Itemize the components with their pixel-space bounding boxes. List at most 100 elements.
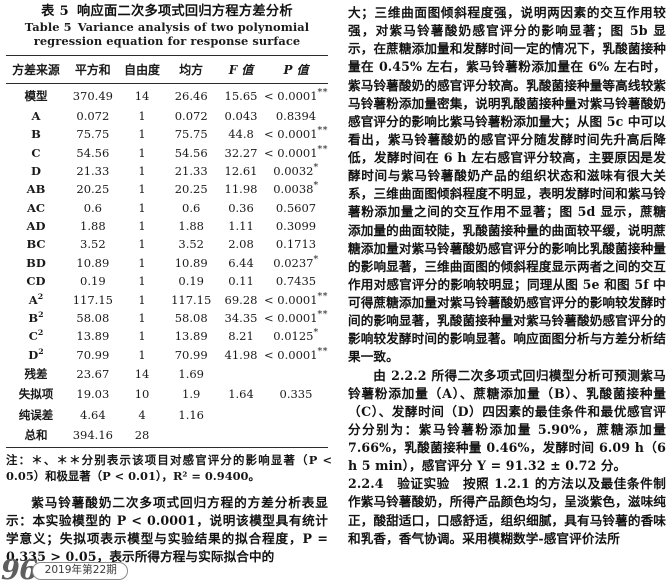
cell-source: A2 [28, 291, 44, 307]
cell-df: 1 [138, 347, 146, 362]
cell-source: AC [26, 200, 46, 215]
paragraph: 紫马铃薯酸奶二次多项式回归方程的方差分析表显示：本实验模型的 P < 0.000… [6, 494, 328, 564]
cell-p-value: 0.0125* [273, 327, 319, 344]
cell-mean-square: 1.9 [182, 387, 201, 402]
cell-mean-square: 21.33 [174, 163, 208, 178]
cell-sum-squares: 58.08 [76, 310, 110, 325]
significance-marker: * [313, 180, 319, 192]
table-row: 失拟项 19.03 10 1.9 1.64 0.335 [6, 384, 328, 404]
cell-p-value: 0.3099 [275, 219, 317, 234]
cell-sum-squares: 0.6 [83, 200, 102, 215]
cell-p-value: < 0.0001** [264, 290, 328, 307]
cell-f-value: 12.61 [224, 163, 258, 178]
cell-sum-squares: 370.49 [72, 89, 113, 104]
table-row: C2 13.89 1 13.89 8.21 0.0125* [6, 327, 328, 345]
paragraph: 2.2.4 验证实验 按照 1.2.1 的方法以及最佳条件制作紫马铃薯酸奶，所得… [348, 476, 666, 546]
significance-marker: * [313, 162, 319, 174]
table-row: 总和 394.16 28 [6, 425, 328, 448]
cell-source: AD [26, 219, 46, 234]
cell-p-value: 0.7435 [275, 274, 317, 289]
significance-marker: ** [317, 290, 328, 302]
table-footnote: 注：＊、＊＊分别表示该项目对感官评分的影响显著（P < 0.05）和极显著（P … [6, 453, 332, 484]
cell-p-value: < 0.0001** [264, 345, 328, 362]
table-caption-chinese: 表 5 响应面二次多项式回归方程方差分析 [6, 4, 328, 20]
cell-f-value: 0.11 [228, 274, 254, 289]
page-footer: 96 2019年第22期 [0, 553, 128, 584]
cell-source: D [30, 163, 41, 178]
significance-marker: ** [317, 345, 328, 357]
significance-marker: ** [317, 87, 328, 99]
cell-df: 10 [134, 387, 150, 402]
cell-sum-squares: 394.16 [72, 428, 113, 443]
cell-df: 1 [138, 200, 146, 215]
cell-f-value: 44.8 [228, 127, 254, 142]
cell-sum-squares: 75.75 [76, 127, 110, 142]
cell-f-value: 8.21 [228, 329, 254, 344]
cell-p-value: 0.335 [279, 387, 313, 402]
cell-source: C2 [28, 328, 44, 344]
cell-mean-square: 0.072 [174, 108, 208, 123]
cell-mean-square: 13.89 [174, 329, 208, 344]
cell-p-value [264, 405, 328, 425]
cell-p-value: 0.0237* [273, 254, 319, 270]
cell-sum-squares: 21.33 [76, 163, 110, 178]
cell-p-value [264, 425, 328, 448]
cell-p-value: 0.1713 [275, 237, 317, 252]
cell-p-value [264, 364, 328, 384]
cell-df: 1 [138, 329, 146, 344]
cell-f-value: 32.27 [224, 145, 258, 160]
cell-source: A [31, 108, 41, 123]
cell-mean-square: 1.16 [178, 407, 204, 422]
cell-source: B2 [28, 310, 44, 325]
table-row: A2 117.15 1 117.15 69.28 < 0.0001** [6, 290, 328, 308]
cell-source: 模型 [24, 89, 48, 104]
cell-sum-squares: 10.89 [76, 255, 110, 270]
table-head: 方差来源 平方和 自由度 均方 F 值 P 值 [6, 55, 328, 84]
table-row: D 21.33 1 21.33 12.61 0.0032* [6, 162, 328, 180]
left-body-text: 紫马铃薯酸奶二次多项式回归方程的方差分析表显示：本实验模型的 P < 0.000… [6, 494, 328, 567]
cell-mean-square: 70.99 [174, 347, 208, 362]
cell-p-value: 0.8394 [275, 108, 317, 123]
cell-f-value [218, 364, 264, 384]
cell-f-value: 11.98 [224, 182, 258, 197]
cell-df: 14 [134, 367, 150, 382]
cell-mean-square: 1.88 [178, 219, 204, 234]
cell-mean-square: 0.19 [178, 274, 204, 289]
th-mean-square: 均方 [179, 63, 204, 78]
cell-sum-squares: 117.15 [72, 292, 113, 307]
cell-df: 1 [138, 274, 146, 289]
significance-marker: ** [317, 143, 328, 155]
cell-f-value: 2.08 [228, 237, 254, 252]
cell-mean-square: 1.69 [178, 367, 204, 382]
cell-f-value: 1.11 [228, 219, 254, 234]
th-source: 方差来源 [12, 63, 60, 78]
cell-sum-squares: 1.88 [80, 219, 106, 234]
th-df: 自由度 [124, 63, 160, 78]
table-row: B2 58.08 1 58.08 34.35 < 0.0001** [6, 309, 328, 327]
cell-p-value: 0.0032* [273, 162, 319, 178]
paragraph: 由 2.2.2 所得二次多项式回归模型分析可预测紫马铃薯粉添加量（A）、蔗糖添加… [348, 367, 666, 474]
cell-df: 1 [138, 310, 146, 325]
cell-sum-squares: 13.89 [76, 329, 110, 344]
table-body: 模型 370.49 14 26.46 15.65 < 0.0001** A 0.072 1 0.0… [6, 84, 328, 448]
cell-source: D2 [28, 346, 44, 362]
cell-df: 1 [138, 145, 146, 160]
superscript: 2 [38, 346, 44, 356]
cell-mean-square: 26.46 [174, 89, 208, 104]
cell-df: 1 [138, 127, 146, 142]
cell-source: B [31, 127, 41, 142]
cell-df: 1 [138, 108, 146, 123]
cell-sum-squares: 54.56 [76, 145, 110, 160]
right-column: 大；三维曲面图倾斜程度强，说明两因素的交互作用较强，对紫马铃薯酸奶感官评分的影响… [336, 0, 672, 585]
cell-df: 1 [138, 163, 146, 178]
cell-mean-square: 3.52 [178, 237, 204, 252]
cell-sum-squares: 4.64 [80, 407, 106, 422]
cell-f-value: 34.35 [224, 310, 258, 325]
paragraph: 大；三维曲面图倾斜程度强，说明两因素的交互作用较强，对紫马铃薯酸奶感官评分的影响… [348, 5, 666, 365]
significance-marker: ** [317, 125, 328, 137]
cell-mean-square: 20.25 [174, 182, 208, 197]
table-row: BC 3.52 1 3.52 2.08 0.1713 [6, 235, 328, 253]
cell-source: BC [26, 237, 46, 252]
significance-marker: ** [317, 309, 328, 321]
